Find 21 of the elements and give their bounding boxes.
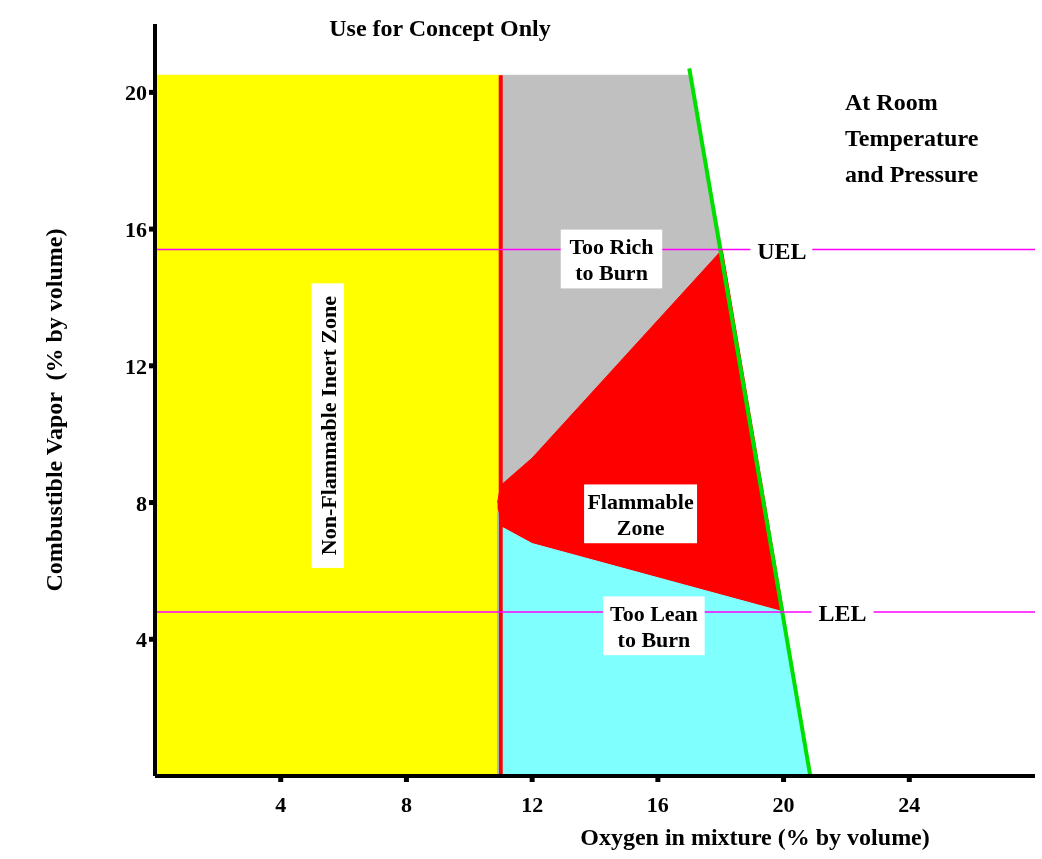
x-axis-title: Oxygen in mixture (% by volume) <box>580 824 930 850</box>
x-tick-label: 12 <box>521 792 544 817</box>
y-tick-label: 20 <box>125 80 147 106</box>
y-tick-label: 12 <box>125 353 147 379</box>
x-tick-label: 24 <box>898 792 921 817</box>
y-tick-label: 16 <box>125 217 147 243</box>
y-tick-label: 4 <box>136 627 147 653</box>
annotation: At Room Temperature and Pressure <box>845 89 979 187</box>
chart-title: Use for Concept Only <box>329 15 551 41</box>
series-label: Non-Flammable Inert Zone <box>315 295 341 556</box>
annotation: UEL <box>757 237 807 264</box>
x-tick-label: 8 <box>400 792 412 817</box>
x-tick-label: 16 <box>646 792 669 817</box>
series-label: Too Lean to Burn <box>610 600 698 652</box>
series-label: Flammable Zone <box>587 488 694 540</box>
x-tick-label: 4 <box>275 792 287 817</box>
x-tick-label: 20 <box>772 792 795 817</box>
annotation: LEL <box>818 599 867 626</box>
y-axis-title: Combustible Vapor (% by volume) <box>41 228 67 592</box>
series-label: Too Rich to Burn <box>569 233 654 286</box>
y-tick-label: 8 <box>136 490 147 516</box>
